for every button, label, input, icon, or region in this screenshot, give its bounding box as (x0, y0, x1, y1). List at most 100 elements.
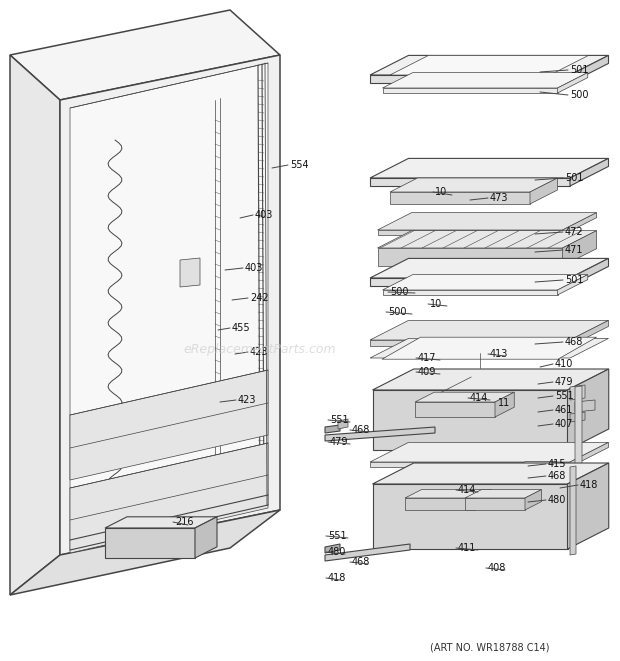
Polygon shape (370, 178, 570, 186)
Polygon shape (415, 392, 514, 402)
Polygon shape (370, 56, 608, 75)
Polygon shape (570, 159, 608, 186)
Polygon shape (383, 88, 557, 93)
Polygon shape (525, 490, 541, 510)
Polygon shape (415, 402, 495, 417)
Polygon shape (383, 290, 557, 295)
Text: 468: 468 (548, 471, 567, 481)
Polygon shape (562, 213, 596, 235)
Polygon shape (405, 490, 492, 498)
Polygon shape (570, 258, 608, 286)
Polygon shape (70, 63, 268, 550)
Polygon shape (10, 10, 280, 100)
Polygon shape (105, 528, 195, 558)
Text: 403: 403 (245, 263, 264, 273)
Polygon shape (567, 369, 609, 450)
Text: eReplacementParts.com: eReplacementParts.com (184, 344, 336, 356)
Text: 414: 414 (470, 393, 489, 403)
Polygon shape (370, 258, 608, 278)
Polygon shape (373, 369, 609, 390)
Text: 500: 500 (390, 287, 409, 297)
Text: 461: 461 (555, 405, 574, 415)
Text: 415: 415 (548, 459, 567, 469)
Polygon shape (370, 278, 570, 286)
Polygon shape (382, 337, 596, 359)
Polygon shape (557, 274, 588, 295)
Text: 501: 501 (565, 173, 583, 183)
Text: 455: 455 (232, 323, 250, 333)
Polygon shape (60, 55, 280, 555)
Polygon shape (465, 490, 541, 498)
Text: 408: 408 (488, 563, 507, 573)
Polygon shape (383, 274, 588, 290)
Polygon shape (383, 73, 588, 88)
Polygon shape (325, 544, 410, 561)
Text: 423: 423 (250, 347, 268, 357)
Polygon shape (545, 461, 556, 471)
Text: 242: 242 (250, 293, 268, 303)
Text: 10: 10 (435, 187, 447, 197)
Polygon shape (370, 75, 570, 83)
Text: 468: 468 (565, 337, 583, 347)
Polygon shape (373, 484, 567, 549)
Text: 472: 472 (565, 227, 583, 237)
Polygon shape (370, 442, 608, 462)
Polygon shape (325, 427, 435, 441)
Text: 468: 468 (352, 557, 370, 567)
Polygon shape (180, 258, 200, 287)
Text: 409: 409 (418, 367, 436, 377)
Text: 407: 407 (555, 419, 574, 429)
Text: 479: 479 (555, 377, 574, 387)
Polygon shape (570, 321, 608, 346)
Text: 403: 403 (255, 210, 273, 220)
Polygon shape (373, 463, 609, 484)
Polygon shape (10, 55, 60, 595)
Polygon shape (370, 159, 608, 178)
Text: 411: 411 (458, 543, 476, 553)
Polygon shape (70, 443, 268, 553)
Polygon shape (570, 412, 585, 422)
Polygon shape (570, 442, 608, 467)
Polygon shape (390, 178, 557, 192)
Polygon shape (378, 213, 596, 230)
Polygon shape (495, 392, 514, 417)
Polygon shape (370, 321, 608, 340)
Polygon shape (405, 498, 475, 510)
Polygon shape (378, 230, 562, 235)
Polygon shape (570, 56, 608, 83)
Polygon shape (465, 498, 525, 510)
Polygon shape (515, 461, 556, 467)
Text: 418: 418 (328, 573, 347, 583)
Text: 551: 551 (555, 391, 574, 401)
Text: (ART NO. WR18788 C14): (ART NO. WR18788 C14) (430, 643, 550, 653)
Polygon shape (575, 400, 595, 412)
Text: 480: 480 (328, 547, 347, 557)
Text: 417: 417 (418, 353, 436, 363)
Polygon shape (557, 73, 588, 93)
Polygon shape (378, 231, 596, 248)
Polygon shape (390, 192, 530, 204)
Polygon shape (10, 510, 280, 595)
Text: 10: 10 (430, 299, 442, 309)
Text: 473: 473 (490, 193, 508, 203)
Text: 413: 413 (490, 349, 508, 359)
Text: 551: 551 (328, 531, 347, 541)
Polygon shape (325, 425, 340, 433)
Text: 501: 501 (570, 65, 588, 75)
Polygon shape (370, 462, 570, 467)
Polygon shape (325, 544, 340, 553)
Text: 216: 216 (175, 517, 193, 527)
Polygon shape (567, 463, 609, 549)
Text: 479: 479 (330, 437, 348, 447)
Polygon shape (530, 178, 557, 204)
Text: 418: 418 (580, 480, 598, 490)
Text: 468: 468 (352, 425, 370, 435)
Text: 410: 410 (555, 359, 574, 369)
Polygon shape (378, 248, 562, 266)
Polygon shape (338, 419, 348, 429)
Text: 11: 11 (498, 398, 510, 408)
Polygon shape (570, 466, 576, 555)
Text: 500: 500 (570, 90, 588, 100)
Polygon shape (373, 390, 567, 450)
Text: 423: 423 (238, 395, 257, 405)
